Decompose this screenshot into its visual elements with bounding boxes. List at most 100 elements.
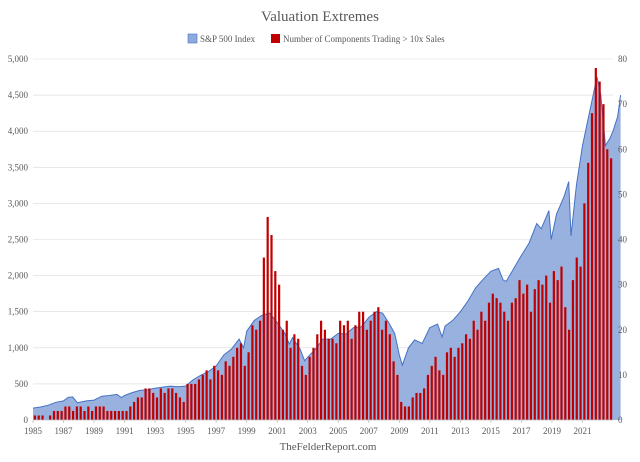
component-count-bar — [331, 338, 334, 420]
component-count-bar — [33, 415, 37, 420]
component-count-bar — [190, 383, 193, 420]
component-count-bar — [335, 343, 338, 420]
component-count-bar — [205, 370, 208, 420]
component-count-bar — [526, 284, 529, 421]
component-count-bar — [129, 406, 132, 420]
component-count-bar — [457, 347, 460, 420]
component-count-bar — [438, 370, 441, 420]
component-count-bar — [159, 388, 162, 420]
x-tick-label: 2009 — [390, 426, 409, 436]
component-count-bar — [434, 356, 437, 420]
component-count-bar — [91, 410, 94, 420]
component-count-bar — [232, 356, 235, 420]
component-count-bar — [369, 320, 372, 420]
component-count-bar — [308, 356, 311, 420]
component-count-bar — [579, 266, 582, 420]
component-count-bar — [464, 334, 468, 420]
component-count-bar — [285, 320, 288, 420]
component-count-bar — [316, 334, 319, 420]
component-count-bar — [49, 415, 52, 420]
component-count-bar — [121, 410, 124, 420]
component-count-bar — [388, 334, 391, 420]
component-count-bar — [442, 374, 445, 421]
component-count-bar — [403, 406, 407, 420]
component-count-bar — [312, 347, 315, 420]
component-count-bar — [178, 397, 182, 420]
x-tick-label: 2017 — [512, 426, 531, 436]
legend-label-sp500: S&P 500 Index — [200, 34, 256, 44]
component-count-bar — [365, 329, 368, 420]
component-count-bar — [110, 410, 113, 420]
component-count-bar — [228, 365, 231, 420]
component-count-bar — [548, 302, 552, 420]
component-count-bar — [487, 302, 491, 420]
component-count-bar — [514, 298, 517, 420]
x-tick-label: 2015 — [482, 426, 501, 436]
component-count-bar — [148, 388, 151, 420]
component-count-bar — [571, 280, 575, 420]
component-count-bar — [37, 415, 40, 420]
component-count-bar — [52, 410, 56, 420]
component-count-bar — [358, 311, 361, 420]
component-count-bar — [426, 374, 430, 421]
left-axis-ticks: 0 500 1,000 1,500 2,000 2,500 3,000 3,500 4,000 4… — [8, 54, 29, 425]
component-count-bar — [201, 374, 204, 421]
component-count-bar — [346, 320, 349, 420]
component-count-bar — [98, 406, 101, 420]
x-axis-ticks: 1985 1987 1989 1991 1993 1995 1997 1999 2001 2003… — [24, 420, 591, 436]
component-count-bar — [79, 406, 82, 420]
x-tick-label: 2021 — [573, 426, 591, 436]
component-count-bar — [342, 325, 346, 420]
component-count-bar — [537, 280, 540, 420]
x-tick-label: 1999 — [238, 426, 257, 436]
x-tick-label: 2007 — [360, 426, 379, 436]
right-tick-label: 30 — [618, 280, 628, 290]
component-count-bar — [186, 383, 189, 420]
left-tick-label: 0 — [24, 415, 29, 425]
x-tick-label: 2003 — [299, 426, 318, 436]
component-count-bar — [319, 320, 323, 420]
component-count-bar — [297, 338, 300, 420]
left-tick-label: 4,000 — [8, 126, 29, 136]
x-tick-label: 2005 — [329, 426, 348, 436]
component-count-bar — [484, 320, 487, 420]
component-count-bar — [506, 320, 510, 420]
component-count-bar — [174, 392, 178, 420]
component-count-bar — [140, 397, 143, 420]
legend-swatch-sp500 — [187, 33, 198, 44]
component-count-bar — [64, 406, 67, 420]
component-count-bar — [522, 293, 525, 420]
component-count-bar — [419, 392, 422, 420]
x-tick-label: 1997 — [207, 426, 226, 436]
component-count-bar — [323, 329, 327, 420]
x-tick-label: 2013 — [451, 426, 470, 436]
component-count-bar — [224, 361, 227, 420]
component-count-bar — [384, 320, 388, 420]
component-count-bar — [430, 365, 433, 420]
component-count-bar — [266, 216, 269, 420]
component-count-bar — [270, 234, 273, 420]
component-count-bar — [533, 289, 536, 420]
component-count-bar — [171, 388, 174, 420]
component-count-bar — [350, 338, 353, 420]
left-tick-label: 3,500 — [8, 162, 29, 172]
component-count-bar — [552, 271, 555, 420]
component-count-bar — [182, 401, 185, 420]
right-axis-ticks: 0 10 20 30 40 50 60 70 80 — [618, 54, 628, 425]
component-count-bar — [60, 410, 63, 420]
components-bar-series — [33, 68, 613, 421]
right-tick-label: 10 — [618, 370, 628, 380]
component-count-bar — [216, 370, 220, 420]
component-count-bar — [499, 302, 502, 420]
legend-swatch-components — [271, 34, 280, 43]
component-count-bar — [510, 302, 513, 420]
chart-title: Valuation Extremes — [261, 9, 379, 25]
component-count-bar — [545, 275, 548, 420]
gridlines — [33, 58, 613, 385]
component-count-bar — [144, 388, 147, 420]
component-count-bar — [400, 401, 403, 420]
component-count-bar — [327, 338, 330, 420]
component-count-bar — [560, 266, 563, 420]
component-count-bar — [407, 406, 410, 420]
